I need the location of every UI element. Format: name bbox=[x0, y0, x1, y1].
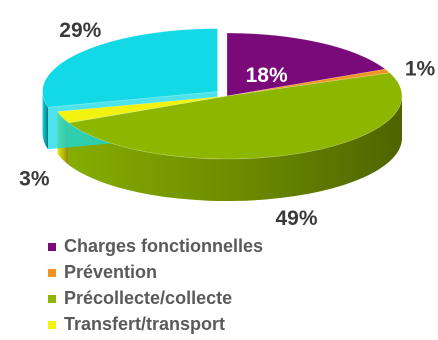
legend-label: Transfert/transport bbox=[64, 313, 226, 334]
pie-slice bbox=[67, 72, 403, 160]
legend: Charges fonctionnelles Prévention Précol… bbox=[48, 233, 263, 337]
data-label: 3% bbox=[19, 167, 50, 190]
pie-chart-canvas: 18% 1% 49% 3% 29% bbox=[19, 19, 436, 230]
pie-slice bbox=[226, 32, 387, 97]
legend-swatch bbox=[48, 269, 56, 277]
data-label: 29% bbox=[59, 19, 101, 42]
legend-label: Précollecte/collecte bbox=[64, 287, 233, 308]
data-label: 1% bbox=[405, 57, 436, 80]
legend-item: Prévention bbox=[48, 259, 263, 285]
data-label: 18% bbox=[246, 64, 288, 87]
legend-item: Précollecte/collecte bbox=[48, 285, 263, 311]
pie-slice bbox=[42, 28, 218, 108]
data-label: 49% bbox=[275, 207, 317, 230]
legend-label: Charges fonctionnelles bbox=[64, 235, 264, 256]
legend-item: Transfert/transport bbox=[48, 311, 263, 337]
pie-slice bbox=[226, 68, 391, 97]
legend-swatch bbox=[48, 321, 56, 329]
legend-swatch bbox=[48, 243, 56, 251]
pie-slice-side-shade bbox=[68, 96, 402, 201]
pie-slice bbox=[56, 95, 228, 124]
pie-slice-side bbox=[68, 96, 402, 201]
pie-slice-side bbox=[42, 91, 49, 150]
legend-item: Charges fonctionnelles bbox=[48, 233, 263, 259]
legend-label: Prévention bbox=[64, 261, 158, 282]
pie-slice-side-shade bbox=[42, 91, 49, 150]
legend-swatch bbox=[48, 295, 56, 303]
